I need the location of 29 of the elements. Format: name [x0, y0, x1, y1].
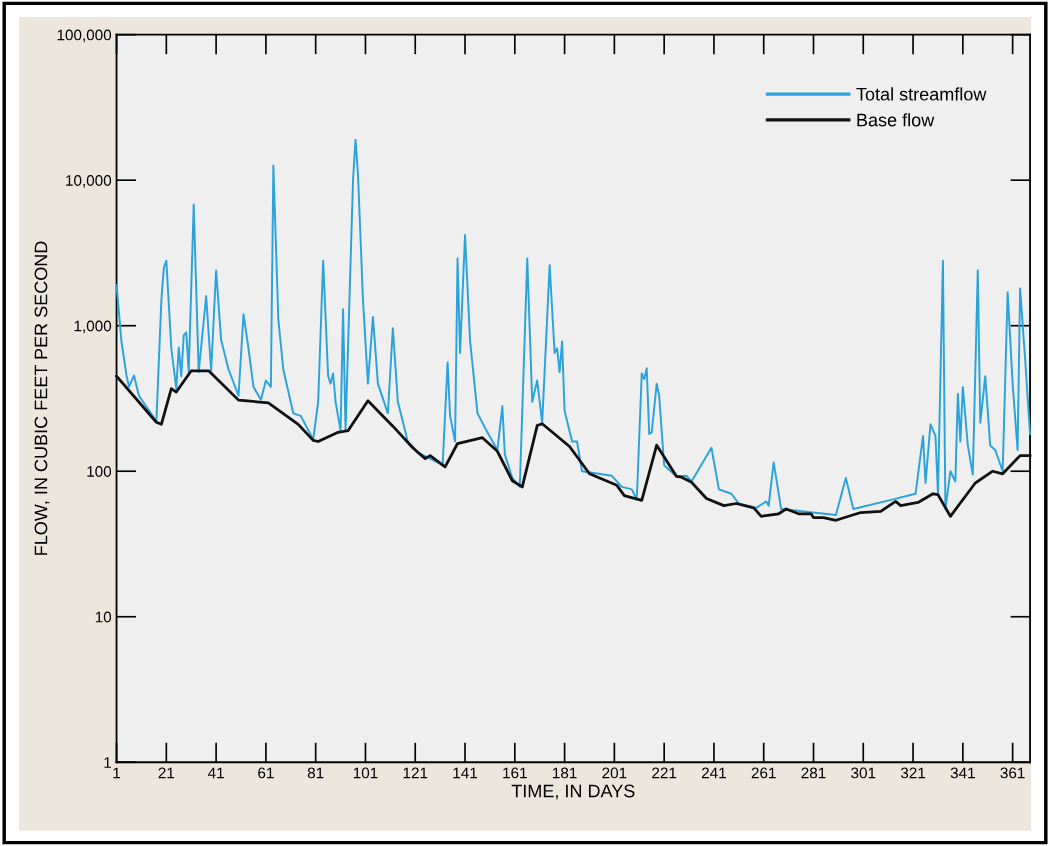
x-tick-label: 121	[403, 767, 428, 779]
x-tick-label: 61	[258, 767, 274, 779]
x-tick-label: 261	[751, 767, 776, 779]
x-tick-label: 301	[851, 767, 876, 779]
x-tick-label: 21	[158, 767, 175, 779]
x-axis-title: TIME, IN DAYS	[511, 784, 635, 800]
y-tick-label: 1	[104, 757, 111, 768]
y-tick-label: 10	[95, 611, 112, 623]
legend-label: Base flow	[857, 113, 935, 127]
y-tick-label: 10,000	[66, 175, 112, 188]
x-tick-label: 281	[801, 767, 826, 779]
x-tick-label: 241	[701, 767, 726, 779]
y-tick-label: 100,000	[57, 29, 112, 43]
x-tick-label: 101	[353, 767, 378, 779]
x-tick-label: 41	[207, 767, 224, 779]
y-tick-label: 1,000	[74, 320, 112, 334]
x-tick-label: 321	[900, 767, 926, 779]
x-tick-label: 361	[1000, 767, 1025, 779]
legend-label: Total streamflow	[856, 87, 987, 101]
x-tick-label: 201	[602, 767, 627, 779]
x-tick-label: 141	[453, 767, 478, 779]
x-tick-label: 221	[652, 767, 677, 779]
x-tick-label: 1	[113, 767, 121, 779]
x-tick-label: 81	[307, 767, 324, 779]
x-tick-label: 181	[553, 767, 577, 779]
y-tick-label: 100	[87, 466, 112, 477]
x-tick-label: 161	[503, 767, 527, 779]
x-tick-label: 341	[950, 767, 975, 779]
y-axis-title: FLOW, IN CUBIC FEET PER SECOND	[34, 241, 50, 555]
